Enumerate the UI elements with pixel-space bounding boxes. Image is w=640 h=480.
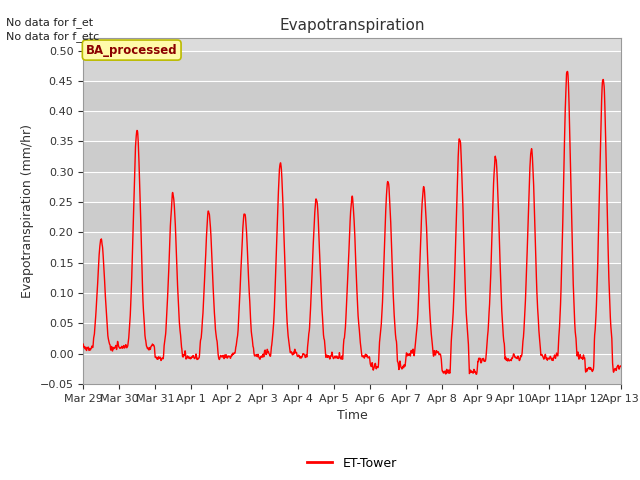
Bar bbox=[83, 50, 621, 81]
Text: BA_processed: BA_processed bbox=[86, 44, 177, 57]
Y-axis label: Evapotranspiration (mm/hr): Evapotranspiration (mm/hr) bbox=[21, 124, 34, 298]
Text: No data for f_et: No data for f_et bbox=[6, 17, 93, 28]
Bar bbox=[83, 142, 621, 172]
Bar bbox=[83, 354, 621, 384]
Bar bbox=[83, 111, 621, 142]
Legend: ET-Tower: ET-Tower bbox=[302, 452, 402, 475]
Bar bbox=[83, 172, 621, 202]
Bar bbox=[83, 202, 621, 232]
Bar bbox=[83, 81, 621, 111]
Title: Evapotranspiration: Evapotranspiration bbox=[279, 18, 425, 33]
X-axis label: Time: Time bbox=[337, 409, 367, 422]
Bar bbox=[83, 293, 621, 324]
Bar bbox=[83, 263, 621, 293]
Text: No data for f_etc: No data for f_etc bbox=[6, 31, 100, 42]
Bar bbox=[83, 232, 621, 263]
Bar bbox=[83, 324, 621, 354]
